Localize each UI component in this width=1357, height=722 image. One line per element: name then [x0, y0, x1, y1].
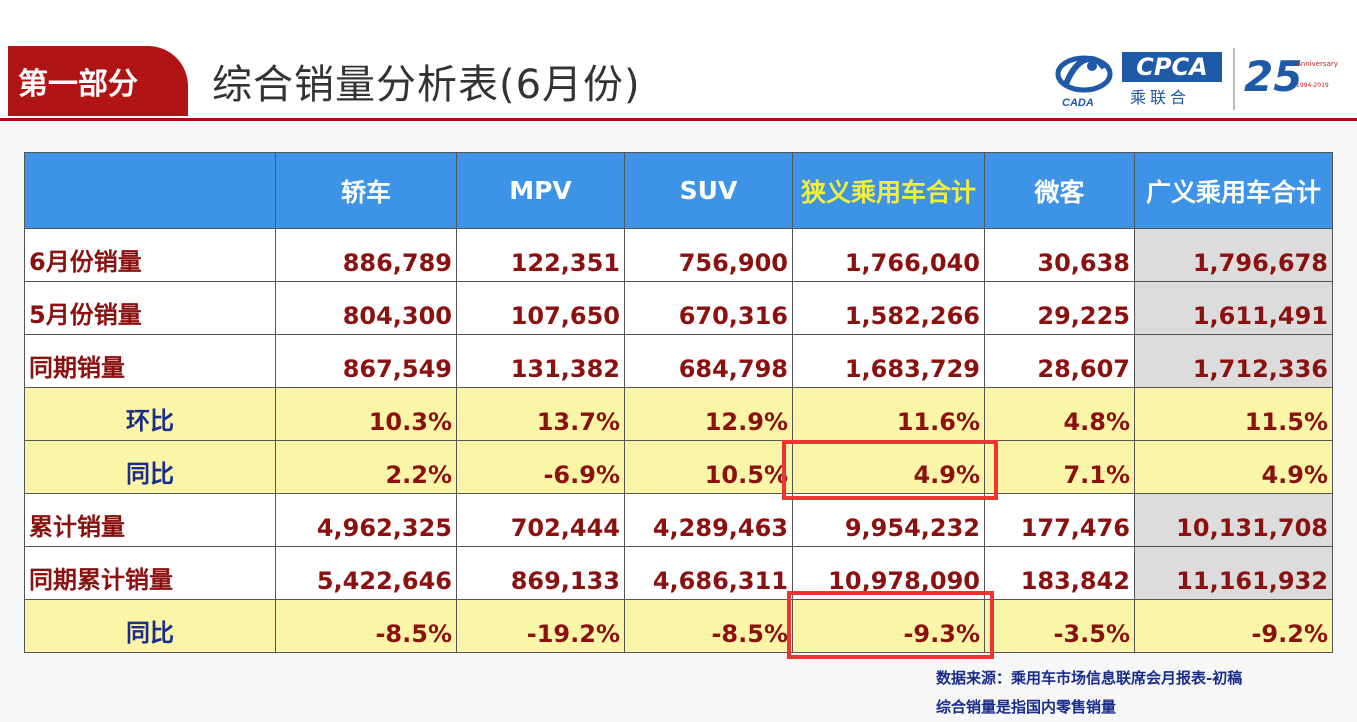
table-row: 累计销量 4,962,325 702,444 4,289,463 9,954,2… — [24, 493, 1333, 547]
row-label: 环比 — [24, 387, 276, 441]
table-cell: -8.5% — [624, 599, 793, 653]
table-cell: 7.1% — [984, 440, 1135, 494]
table-cell: 122,351 — [456, 228, 625, 282]
section-tab: 第一部分 — [8, 46, 188, 116]
table-cell: 702,444 — [456, 493, 625, 547]
table-cell: 1,683,729 — [792, 334, 985, 388]
table-cell: 13.7% — [456, 387, 625, 441]
cpca-logo: CPCA 乘联合 — [1122, 48, 1222, 110]
column-header: 微客 — [984, 152, 1135, 229]
source-notes: 数据来源：乘用车市场信息联席会月报表-初稿 综合销量是指国内零售销量 — [936, 664, 1242, 722]
table-cell: 107,650 — [456, 281, 625, 335]
anniversary-logo: 25 Anniversary 1994-2019 — [1244, 48, 1338, 110]
row-label: 同比 — [24, 440, 276, 494]
svg-text:CADA: CADA — [1062, 97, 1094, 109]
table-cell: 756,900 — [624, 228, 793, 282]
table-cell: 10,978,090 — [792, 546, 985, 600]
column-header: 广义乘用车合计 — [1134, 152, 1333, 229]
row-label: 同期销量 — [24, 334, 276, 388]
table-row: 同比 2.2% -6.9% 10.5% 4.9% 7.1% 4.9% — [24, 440, 1333, 494]
source-note: 数据来源：乘用车市场信息联席会月报表-初稿 — [936, 669, 1243, 687]
table-cell: 804,300 — [275, 281, 457, 335]
table-cell: -3.5% — [984, 599, 1135, 653]
table-cell: 4,686,311 — [624, 546, 793, 600]
table-cell: 131,382 — [456, 334, 625, 388]
table-cell: -8.5% — [275, 599, 457, 653]
table-cell: 9,954,232 — [792, 493, 985, 547]
table-cell: 5,422,646 — [275, 546, 457, 600]
table-row: 同比 -8.5% -19.2% -8.5% -9.3% -3.5% -9.2% — [24, 599, 1333, 653]
cada-swirl-icon: CADA — [1055, 55, 1113, 109]
row-label: 6月份销量 — [24, 228, 276, 282]
table-cell: 11.5% — [1134, 387, 1333, 441]
table-row: 环比 10.3% 13.7% 12.9% 11.6% 4.8% 11.5% — [24, 387, 1333, 441]
column-header: SUV — [624, 152, 793, 229]
cada-logo: CADA — [1052, 48, 1122, 110]
table-cell: 183,842 — [984, 546, 1135, 600]
header-divider-line — [0, 118, 1357, 121]
table-cell: -6.9% — [456, 440, 625, 494]
logo-divider — [1233, 48, 1235, 110]
table-cell: 4,962,325 — [275, 493, 457, 547]
row-label: 同比 — [24, 599, 276, 653]
table-cell: 886,789 — [275, 228, 457, 282]
page-title: 综合销量分析表(6月份) — [212, 62, 641, 108]
table-cell: -19.2% — [456, 599, 625, 653]
anniversary-years: 1994-2019 — [1296, 82, 1329, 89]
table-row: 5月份销量 804,300 107,650 670,316 1,582,266 … — [24, 281, 1333, 335]
table-row: 同期销量 867,549 131,382 684,798 1,683,729 2… — [24, 334, 1333, 388]
sales-table-container: 轿车 MPV SUV 狭义乘用车合计 微客 广义乘用车合计 6月份销量 886,… — [24, 152, 1333, 653]
table-cell: 4.8% — [984, 387, 1135, 441]
table-cell: 4.9% — [1134, 440, 1333, 494]
row-label: 同期累计销量 — [24, 546, 276, 600]
table-cell: 1,712,336 — [1134, 334, 1333, 388]
row-label: 累计销量 — [24, 493, 276, 547]
table-cell: 29,225 — [984, 281, 1135, 335]
table-row: 同期累计销量 5,422,646 869,133 4,686,311 10,97… — [24, 546, 1333, 600]
table-cell: 670,316 — [624, 281, 793, 335]
cpca-logo-text: CPCA — [1122, 52, 1222, 82]
cpca-logo-subtext: 乘联合 — [1130, 88, 1191, 107]
table-cell: 10.5% — [624, 440, 793, 494]
table-cell: 177,476 — [984, 493, 1135, 547]
table-cell: 2.2% — [275, 440, 457, 494]
highlight-box-yoy-cumulative — [787, 591, 994, 659]
table-cell: -9.3% — [792, 599, 985, 653]
definition-note: 综合销量是指国内零售销量 — [936, 698, 1117, 716]
column-header: MPV — [456, 152, 625, 229]
table-cell: 1,582,266 — [792, 281, 985, 335]
column-header-highlighted: 狭义乘用车合计 — [792, 152, 985, 229]
table-cell: 1,796,678 — [1134, 228, 1333, 282]
table-cell: 10,131,708 — [1134, 493, 1333, 547]
table-cell: 10.3% — [275, 387, 457, 441]
table-header-row: 轿车 MPV SUV 狭义乘用车合计 微客 广义乘用车合计 — [24, 152, 1333, 229]
sales-analysis-table: 轿车 MPV SUV 狭义乘用车合计 微客 广义乘用车合计 6月份销量 886,… — [24, 152, 1333, 653]
column-header: 轿车 — [275, 152, 457, 229]
slide-header: 第一部分 综合销量分析表(6月份) CADA CPCA 乘联合 25 Anniv… — [0, 0, 1357, 122]
table-cell: -9.2% — [1134, 599, 1333, 653]
table-header-corner — [24, 152, 276, 229]
anniversary-number: 25 — [1244, 52, 1303, 101]
table-cell: 4,289,463 — [624, 493, 793, 547]
table-row: 6月份销量 886,789 122,351 756,900 1,766,040 … — [24, 228, 1333, 282]
table-cell: 684,798 — [624, 334, 793, 388]
highlight-box-yoy-monthly — [782, 440, 998, 500]
table-cell: 869,133 — [456, 546, 625, 600]
table-cell: 867,549 — [275, 334, 457, 388]
table-cell: 28,607 — [984, 334, 1135, 388]
anniversary-label: Anniversary — [1296, 60, 1338, 68]
table-cell: 30,638 — [984, 228, 1135, 282]
table-cell: 12.9% — [624, 387, 793, 441]
table-cell: 1,611,491 — [1134, 281, 1333, 335]
table-cell: 1,766,040 — [792, 228, 985, 282]
table-cell: 11.6% — [792, 387, 985, 441]
row-label: 5月份销量 — [24, 281, 276, 335]
table-cell: 11,161,932 — [1134, 546, 1333, 600]
